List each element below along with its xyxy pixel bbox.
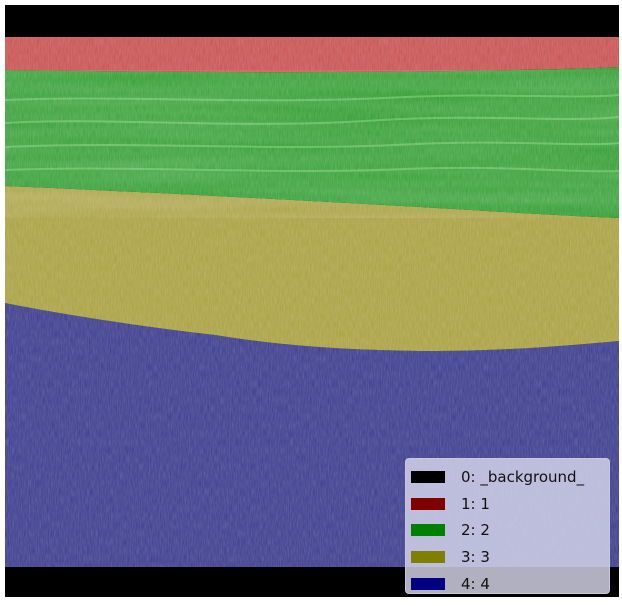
legend-label-3: 3: 3 xyxy=(461,548,490,567)
legend-item-1: 1: 1 xyxy=(411,491,609,518)
legend-swatch-0 xyxy=(411,471,445,484)
fiber-lines xyxy=(5,94,619,173)
legend-item-0: 0: _background_ xyxy=(411,464,609,491)
legend-item-2: 2: 2 xyxy=(411,517,609,544)
texture-waves xyxy=(5,70,619,218)
legend-label-4: 4: 4 xyxy=(461,574,490,593)
legend-item-4: 4: 4 xyxy=(411,570,609,597)
legend-swatch-2 xyxy=(411,524,445,537)
legend-label-0: 0: _background_ xyxy=(461,468,585,487)
legend: 0: _background_ 1: 1 2: 2 3: 3 4: 4 xyxy=(405,458,610,594)
segmentation-overlay xyxy=(5,5,619,597)
legend-swatch-4 xyxy=(411,577,445,590)
legend-label-1: 1: 1 xyxy=(461,494,490,513)
segmentation-image xyxy=(5,5,619,597)
legend-swatch-1 xyxy=(411,497,445,510)
legend-swatch-3 xyxy=(411,551,445,564)
legend-item-3: 3: 3 xyxy=(411,544,609,571)
legend-label-2: 2: 2 xyxy=(461,521,490,540)
